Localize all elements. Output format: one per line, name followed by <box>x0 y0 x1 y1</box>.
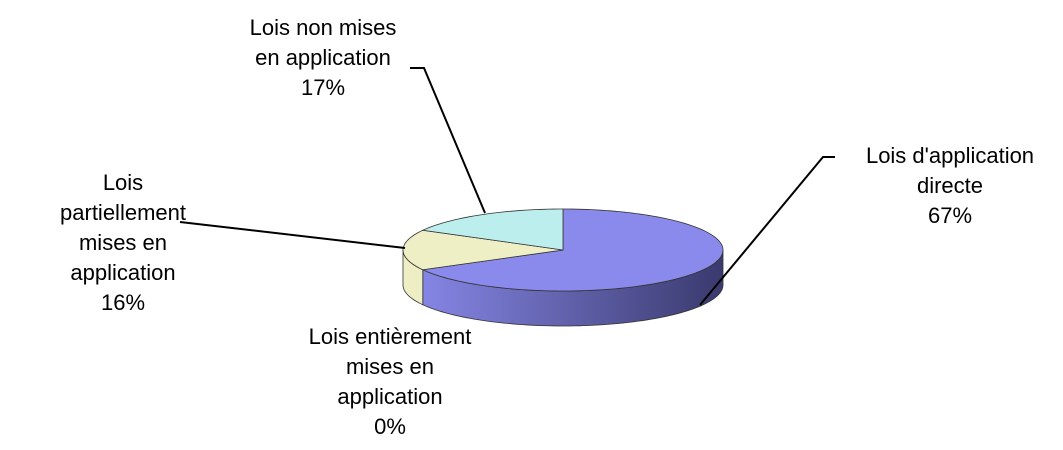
label-line: Lois <box>102 170 144 195</box>
label-line: Lois non mises <box>249 15 397 40</box>
label-entierement: Lois entièrement mises en application 0% <box>309 322 472 442</box>
label-pct: 67% <box>927 203 973 228</box>
label-non-mises: Lois non mises en application 17% <box>250 13 397 103</box>
pie-tops <box>402 208 724 292</box>
label-directe: Lois d'application directe 67% <box>866 141 1034 231</box>
label-line: Lois d'application <box>865 143 1035 168</box>
label-line: mises en <box>345 354 435 379</box>
pie-slice-3 <box>421 208 564 251</box>
leader-line-2 <box>410 67 486 214</box>
label-partiellement: Lois partiellement mises en application … <box>60 168 186 318</box>
leader-line-0 <box>699 156 835 306</box>
pie-slice-0 <box>421 208 724 292</box>
label-line: directe <box>916 173 984 198</box>
leader-line-1 <box>179 221 406 249</box>
label-line: Lois entièrement <box>308 324 472 349</box>
label-line: en application <box>255 45 391 70</box>
label-line: mises en <box>78 230 168 255</box>
label-line: application <box>337 384 443 409</box>
label-pct: 17% <box>300 75 346 100</box>
label-line: application <box>70 260 176 285</box>
pie-slice-2 <box>402 229 564 271</box>
label-pct: 0% <box>374 414 406 439</box>
label-line: partiellement <box>60 200 186 225</box>
label-pct: 16% <box>100 290 146 315</box>
